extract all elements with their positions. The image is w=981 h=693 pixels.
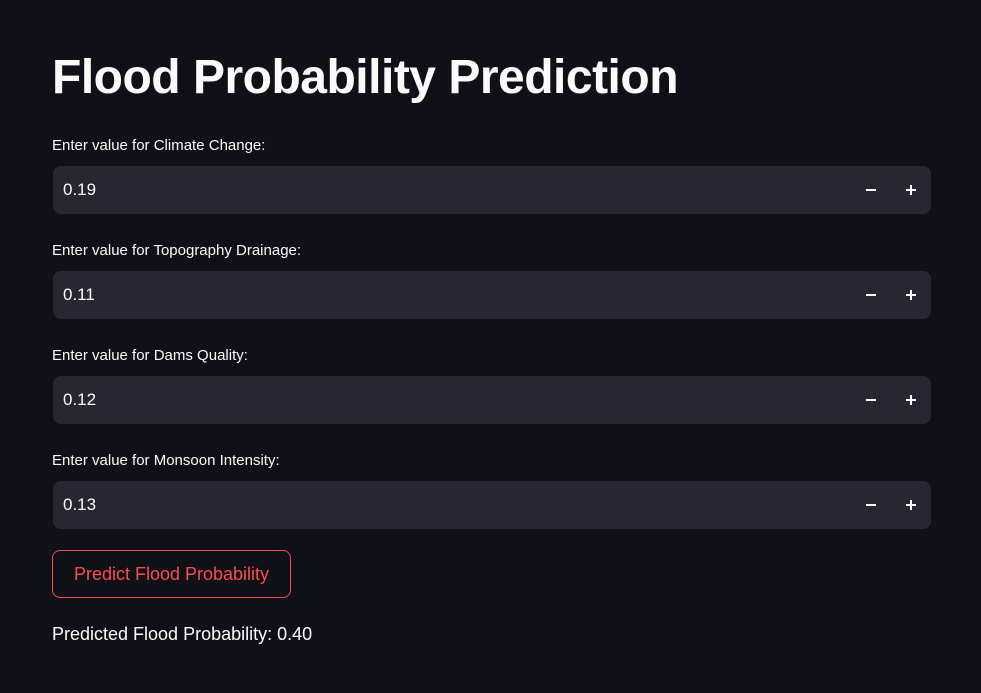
topography-drainage-input[interactable]: 0.11 — [53, 271, 931, 319]
topography-drainage-decrement-button[interactable] — [851, 271, 891, 319]
monsoon-intensity-label: Enter value for Monsoon Intensity: — [52, 452, 280, 469]
dams-quality-increment-button[interactable] — [891, 376, 931, 424]
plus-icon — [906, 290, 916, 300]
predict-flood-probability-button[interactable]: Predict Flood Probability — [52, 550, 291, 598]
climate-change-input[interactable]: 0.19 — [53, 166, 931, 214]
page-title: Flood Probability Prediction — [52, 51, 679, 104]
climate-change-increment-button[interactable] — [891, 166, 931, 214]
monsoon-intensity-value[interactable]: 0.13 — [63, 495, 97, 514]
dams-quality-value[interactable]: 0.12 — [63, 390, 97, 409]
monsoon-intensity-increment-button[interactable] — [891, 481, 931, 529]
topography-drainage-value[interactable]: 0.11 — [63, 285, 95, 304]
topography-drainage-increment-button[interactable] — [891, 271, 931, 319]
minus-icon — [866, 504, 876, 506]
minus-icon — [866, 399, 876, 401]
climate-change-decrement-button[interactable] — [851, 166, 891, 214]
topography-drainage-label: Enter value for Topography Drainage: — [52, 242, 302, 259]
prediction-result: Predicted Flood Probability: 0.40 — [52, 624, 313, 644]
monsoon-intensity-input[interactable]: 0.13 — [53, 481, 931, 529]
minus-icon — [866, 189, 876, 191]
climate-change-value[interactable]: 0.19 — [63, 180, 97, 199]
dams-quality-decrement-button[interactable] — [851, 376, 891, 424]
minus-icon — [866, 294, 876, 296]
plus-icon — [906, 185, 916, 195]
plus-icon — [906, 500, 916, 510]
dams-quality-label: Enter value for Dams Quality: — [52, 347, 248, 364]
monsoon-intensity-decrement-button[interactable] — [851, 481, 891, 529]
dams-quality-input[interactable]: 0.12 — [53, 376, 931, 424]
climate-change-label: Enter value for Climate Change: — [52, 137, 266, 154]
plus-icon — [906, 395, 916, 405]
